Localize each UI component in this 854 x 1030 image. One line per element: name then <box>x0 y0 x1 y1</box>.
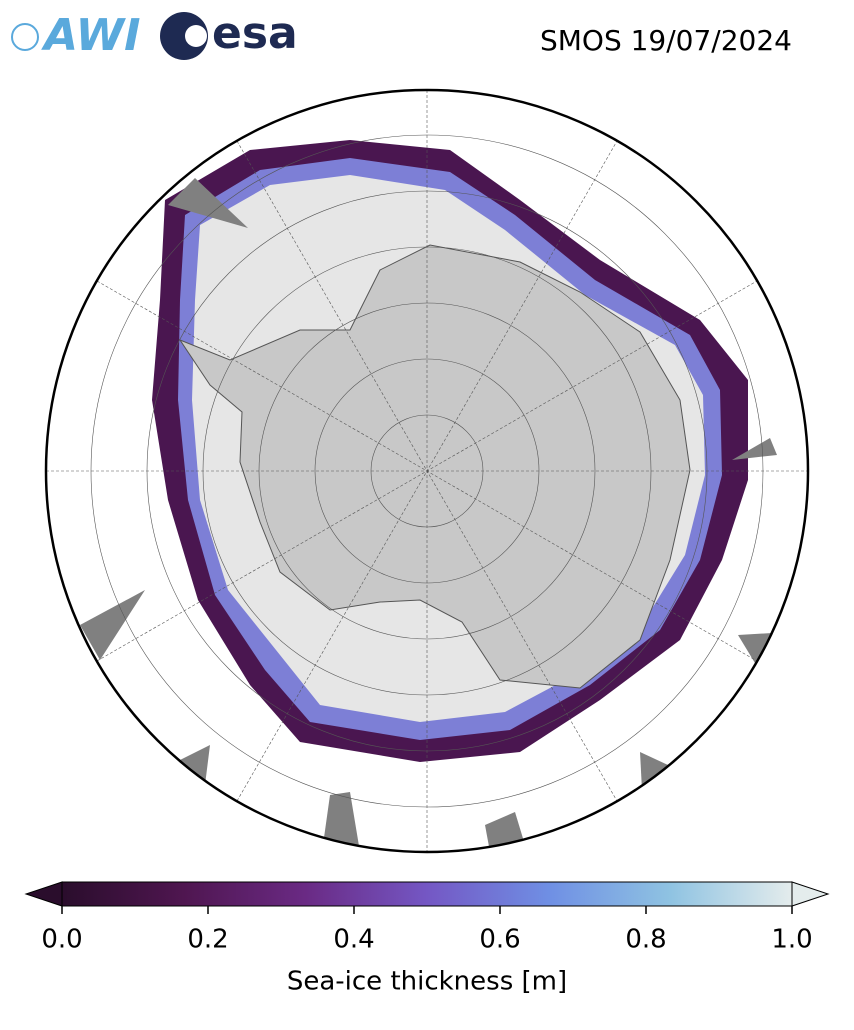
logo-text: esa <box>212 8 298 59</box>
colorbar-extend <box>791 881 830 907</box>
colorbar-tick-label: 1.0 <box>771 925 812 955</box>
logo-text: AWI <box>41 10 141 61</box>
title: SMOS 19/07/2024 <box>540 24 792 57</box>
antarctica <box>178 244 691 689</box>
colorbar-extend <box>24 881 63 907</box>
graticule <box>46 90 808 852</box>
colorbar-tick-label: 0.0 <box>41 925 82 955</box>
awi-logo: AWI <box>11 10 141 61</box>
colorbar-bar <box>61 881 793 907</box>
colorbar-tick-label: 0.2 <box>187 925 228 955</box>
colorbar-label: Sea-ice thickness [m] <box>287 967 567 997</box>
colorbar-tick-label: 0.8 <box>625 925 666 955</box>
map <box>46 90 808 852</box>
land <box>80 178 777 852</box>
map-border <box>44 88 810 854</box>
colorbar <box>24 881 830 914</box>
colorbar-tick-label: 0.4 <box>333 925 374 955</box>
esa-logo: esa <box>160 8 298 60</box>
colorbar-tick-label: 0.6 <box>479 925 520 955</box>
